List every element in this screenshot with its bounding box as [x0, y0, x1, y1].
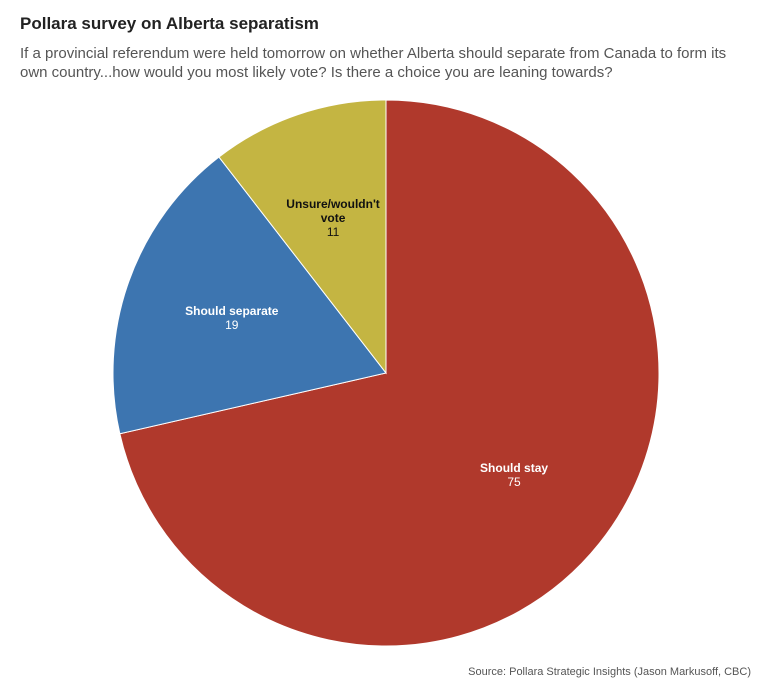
pie-slice	[218, 99, 387, 375]
slice-name: Should stay	[480, 461, 549, 476]
slice-value: 11	[326, 224, 340, 239]
slice-label: Unsure/wouldn't vote 11	[283, 197, 383, 239]
slice-name: Unsure/wouldn't vote	[286, 196, 380, 225]
pie-slice	[112, 156, 387, 435]
slice-name: Should separate	[185, 303, 279, 318]
chart-subtitle: If a provincial referendum were held tom…	[20, 45, 727, 81]
pie-slice	[119, 99, 660, 647]
chart-title: Pollara survey on Alberta separatism	[20, 14, 319, 33]
source-note: Source: Pollara Strategic Insights (Jaso…	[468, 666, 751, 678]
slice-value: 19	[225, 317, 239, 332]
slice-label: Should stay 75	[464, 461, 564, 489]
slice-label: Should separate 19	[182, 304, 282, 332]
slice-value: 75	[507, 475, 521, 490]
